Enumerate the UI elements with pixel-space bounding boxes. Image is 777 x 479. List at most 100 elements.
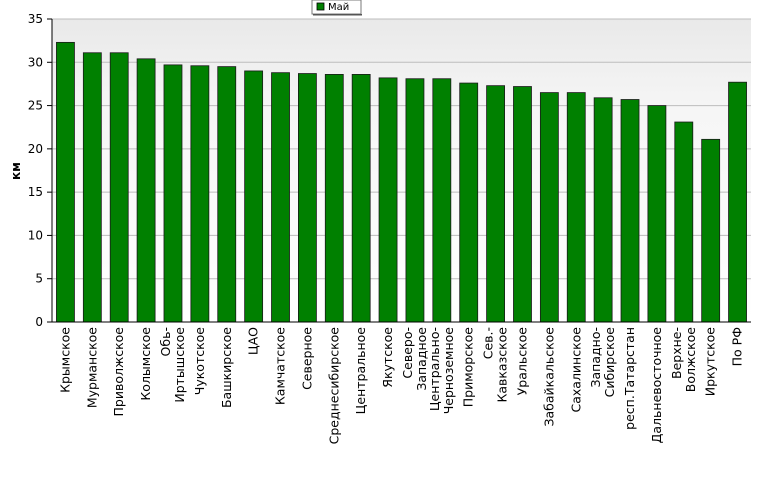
x-tick-label: Центрально- Черноземное [427, 327, 456, 415]
bar [136, 58, 156, 323]
x-tick-label: Башкирское [219, 327, 234, 408]
y-tick-label: 5 [35, 272, 43, 286]
bar [674, 121, 694, 323]
x-tick-label: Среднесибирское [326, 327, 341, 445]
x-tick-label-line: Забайкальское [541, 327, 556, 427]
x-tick-label: Западно- Сибирское [588, 327, 617, 398]
x-tick-label-line: Якутское [380, 327, 395, 388]
x-tick-label-line: Иртышское [172, 327, 187, 403]
x-tick-label-line: Сахалинское [568, 327, 583, 413]
x-tick-label-line: Колымское [138, 327, 153, 401]
bar [513, 86, 532, 323]
x-tick-label-line: Чукотское [192, 327, 207, 396]
bar [82, 52, 102, 323]
x-tick-label: По РФ [730, 327, 745, 367]
x-tick-label-line: Приволжское [111, 327, 126, 417]
x-tick-label-line: Черноземное [441, 327, 456, 415]
bar [298, 73, 317, 323]
x-tick-label: Крымское [57, 327, 72, 393]
x-tick-label: Центральное [353, 327, 368, 415]
y-axis-title: км [9, 162, 23, 180]
bar [324, 74, 344, 323]
x-tick-label-line: Волжское [683, 327, 698, 393]
y-tick-label: 35 [28, 12, 43, 26]
y-tick-label: 25 [28, 99, 43, 113]
x-tick-label-line: Камчатское [273, 327, 288, 405]
bar [56, 41, 75, 323]
y-tick-label: 0 [35, 315, 43, 329]
x-tick-label: Якутское [380, 327, 395, 388]
bar [244, 70, 264, 323]
x-tick-label-line: Центрально- [427, 327, 442, 411]
x-tick-label-line: Иркутское [703, 327, 718, 397]
x-tick-label: Верхне- Волжское [669, 327, 698, 393]
x-tick-label: Камчатское [273, 327, 288, 405]
bar [728, 81, 747, 323]
x-tick-label: Чукотское [192, 327, 207, 396]
legend-shadow [313, 14, 362, 16]
x-tick-label: Иркутское [703, 327, 718, 397]
x-tick-label-line: Западно- [588, 327, 603, 387]
bar [593, 97, 613, 323]
legend-swatch [316, 2, 325, 11]
bar [647, 105, 667, 323]
bar [271, 72, 290, 323]
bar [486, 85, 505, 323]
x-tick-label-line: Дальневосточное [649, 327, 664, 444]
x-tick-label-line: Кавказское [495, 327, 510, 403]
x-tick-label: Уральское [514, 327, 529, 396]
bar [405, 78, 425, 323]
x-tick-label-line: Крымское [57, 327, 72, 393]
bar [378, 77, 398, 323]
x-tick-label: Северо- Западное [400, 327, 429, 391]
bar [163, 64, 183, 323]
bar [701, 138, 721, 323]
x-tick-label-line: Сибирское [602, 327, 617, 398]
x-tick-label: респ.Татарстан [622, 327, 637, 430]
x-tick-label: Дальневосточное [649, 327, 664, 444]
bars [56, 41, 747, 323]
bar [566, 92, 586, 323]
x-tick-label-line: Северо- [400, 327, 415, 379]
legend[interactable]: Май [311, 0, 362, 16]
bar [432, 78, 452, 323]
y-tick-label: 20 [28, 142, 43, 156]
x-tick-label-line: Башкирское [219, 327, 234, 408]
bar [459, 82, 479, 323]
x-tick-label: Сахалинское [568, 327, 583, 413]
x-tick-label-line: ЦАО [246, 327, 261, 355]
bar [109, 52, 129, 323]
x-tick-label-line: Среднесибирское [326, 327, 341, 445]
x-tick-label-line: Мурманское [84, 327, 99, 408]
x-tick-label-line: Обь- [158, 327, 173, 356]
bar [351, 74, 371, 323]
x-tick-labels: Крымское Мурманское Приволжское Колымское Об… [57, 327, 744, 445]
bar [620, 99, 640, 323]
x-tick-label: Мурманское [84, 327, 99, 408]
bar [190, 65, 210, 323]
x-tick-label: Сев.- Кавказское [481, 327, 510, 403]
x-tick-label: ЦАО [246, 327, 261, 355]
x-tick-label-line: респ.Татарстан [622, 327, 637, 430]
y-tick-label: 15 [28, 185, 43, 199]
x-tick-label-line: Западное [414, 327, 429, 391]
x-tick-label: Обь- Иртышское [158, 327, 187, 403]
x-tick-label: Приморское [461, 327, 476, 408]
bar [217, 66, 237, 323]
x-tick-label: Приволжское [111, 327, 126, 417]
x-tick-label-line: Северное [299, 327, 314, 390]
plot-area [52, 19, 751, 322]
x-tick-label: Колымское [138, 327, 153, 401]
x-tick-label-line: Приморское [461, 327, 476, 408]
legend-label: Май [328, 2, 349, 13]
y-tick-label: 30 [28, 55, 43, 69]
x-tick-label-line: По РФ [730, 327, 745, 367]
x-tick-label: Северное [299, 327, 314, 390]
x-tick-label-line: Центральное [353, 327, 368, 415]
x-tick-label-line: Сев.- [481, 327, 496, 359]
y-tick-label: 10 [28, 228, 43, 242]
x-tick-label-line: Уральское [514, 327, 529, 396]
y-tick-labels: 0 5 10 15 20 25 30 35 [28, 12, 43, 329]
x-tick-label: Забайкальское [541, 327, 556, 427]
